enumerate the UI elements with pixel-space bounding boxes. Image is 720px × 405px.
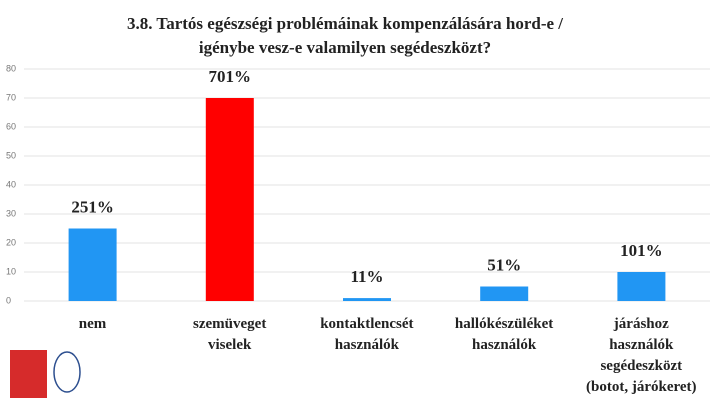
value-number: 5: [487, 256, 496, 275]
value-unit: %: [367, 267, 384, 286]
value-unit: %: [234, 67, 251, 86]
y-tick-label: 0: [6, 295, 11, 305]
bar: [205, 98, 254, 301]
y-tick-label: 60: [6, 121, 16, 131]
y-tick-label: 70: [6, 92, 16, 102]
logo-left: [10, 350, 47, 398]
value-label: 101%: [620, 241, 663, 260]
x-tick-label: szemüveget viselek: [193, 316, 267, 353]
x-tick-label: hallókészüléket használók: [454, 316, 554, 353]
y-tick-label: 40: [6, 179, 16, 189]
value-number: 70: [209, 67, 226, 86]
y-tick-label: 20: [6, 237, 16, 247]
footnote-mark: 1: [358, 267, 367, 286]
logos: [10, 350, 81, 398]
y-tick-label: 30: [6, 208, 16, 218]
bar: [617, 272, 666, 301]
value-label: 11%: [350, 267, 383, 286]
x-tick-label: kontaktlencsét használók: [320, 316, 414, 353]
y-tick-label: 80: [6, 63, 16, 73]
value-unit: %: [504, 256, 521, 275]
footnote-mark: 1: [226, 67, 235, 86]
value-unit: %: [646, 241, 663, 260]
chart-title: 3.8. Tartós egészségi problémáinak kompe…: [126, 14, 564, 57]
value-label: 51%: [487, 256, 521, 275]
logo-right: [53, 351, 81, 393]
y-tick-label: 10: [6, 266, 16, 276]
value-number: 10: [620, 241, 637, 260]
y-tick-label: 50: [6, 150, 16, 160]
value-unit: %: [97, 198, 114, 217]
x-tick-label: nem: [78, 316, 107, 332]
x-tick-label: járáshoz használók segédeszközt (botot, …: [586, 316, 697, 395]
value-label: 251%: [71, 198, 114, 217]
footnote-mark: 1: [637, 241, 646, 260]
bar: [480, 286, 529, 301]
footnote-mark: 1: [496, 256, 505, 275]
value-label: 701%: [209, 67, 252, 86]
value-number: 1: [350, 267, 358, 286]
bar: [343, 298, 391, 301]
footnote-mark: 1: [88, 198, 97, 217]
value-number: 25: [71, 198, 88, 217]
bar: [68, 228, 117, 301]
